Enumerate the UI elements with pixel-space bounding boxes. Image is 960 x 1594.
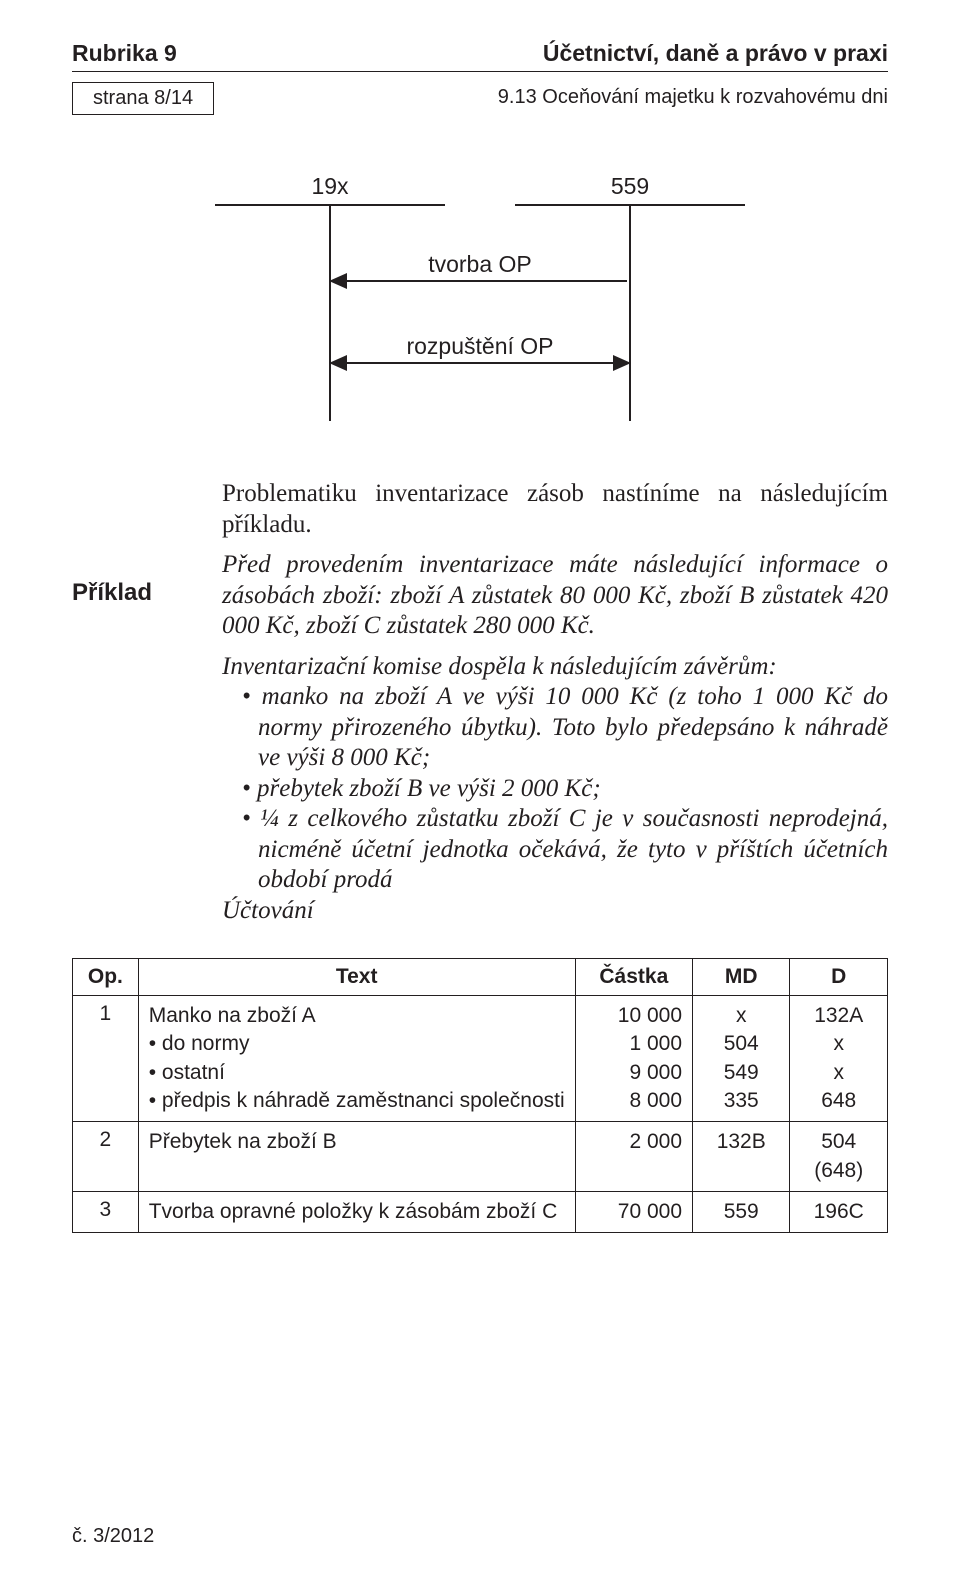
cell-text: Manko na zboží A• do normy• ostatní• pře… [138, 996, 575, 1122]
uctovani-heading: Účtování [222, 896, 888, 927]
page-number-box: strana 8/14 [72, 82, 214, 115]
table-row: 3Tvorba opravné položky k zásobám zboží … [73, 1192, 888, 1233]
rubric-label: Rubrika 9 [72, 40, 177, 67]
arrow-rozpusteni-label: rozpuštění OP [329, 333, 631, 360]
cell-op: 2 [73, 1122, 139, 1192]
cell-d: 196C [790, 1192, 888, 1233]
list-item: manko na zboží A ve výši 10 000 Kč (z to… [242, 682, 888, 774]
th-text: Text [138, 959, 575, 996]
cell-md: 132B [693, 1122, 790, 1192]
t-account-diagram: 19x 559 tvorba OP rozpuštění OP [215, 173, 745, 423]
example-bullet-list: manko na zboží A ve výši 10 000 Kč (z to… [222, 682, 888, 896]
arrowhead-right-icon [613, 355, 631, 371]
issue-footer: č. 3/2012 [72, 1525, 154, 1548]
arrow-tvorba-label: tvorba OP [329, 251, 631, 278]
arrow-rozpusteni: rozpuštění OP [329, 333, 631, 393]
arrowhead-left-icon [329, 273, 347, 289]
cell-op: 1 [73, 996, 139, 1122]
cell-md: 559 [693, 1192, 790, 1233]
cell-text: Přebytek na zboží B [138, 1122, 575, 1192]
section-subtitle: 9.13 Oceňování majetku k rozvahovému dni [498, 82, 888, 109]
t-account-left-label: 19x [215, 173, 445, 204]
cell-amount: 70 000 [575, 1192, 692, 1233]
cell-text: Tvorba opravné položky k zásobám zboží C [138, 1192, 575, 1233]
header-rule [72, 71, 888, 72]
th-d: D [790, 959, 888, 996]
table-row: 2Přebytek na zboží B2 000132B504(648) [73, 1122, 888, 1192]
arrowhead-left-icon [329, 355, 347, 371]
th-md: MD [693, 959, 790, 996]
intro-paragraph: Problematiku inventarizace zásob nastíní… [222, 479, 888, 540]
example-paragraph-2-lead: Inventarizační komise dospěla k následuj… [222, 652, 888, 683]
cell-amount: 2 000 [575, 1122, 692, 1192]
arrow-tvorba: tvorba OP [329, 251, 631, 311]
journal-title: Účetnictví, daně a právo v praxi [543, 40, 888, 67]
th-op: Op. [73, 959, 139, 996]
cell-d: 132Axx648 [790, 996, 888, 1122]
cell-d: 504(648) [790, 1122, 888, 1192]
margin-label-priklad: Příklad [72, 579, 152, 606]
cell-md: x504549335 [693, 996, 790, 1122]
table-row: 1Manko na zboží A• do normy• ostatní• př… [73, 996, 888, 1122]
list-item: přebytek zboží B ve výši 2 000 Kč; [242, 774, 888, 805]
cell-amount: 10 0001 0009 0008 000 [575, 996, 692, 1122]
cell-op: 3 [73, 1192, 139, 1233]
accounting-table: Op. Text Částka MD D 1Manko na zboží A• … [72, 958, 888, 1233]
t-account-right-label: 559 [515, 173, 745, 204]
list-item: ¼ z celkového zůstatku zboží C je v souč… [242, 804, 888, 896]
th-amount: Částka [575, 959, 692, 996]
example-paragraph-1: Před provedením inventarizace máte násle… [222, 550, 888, 642]
